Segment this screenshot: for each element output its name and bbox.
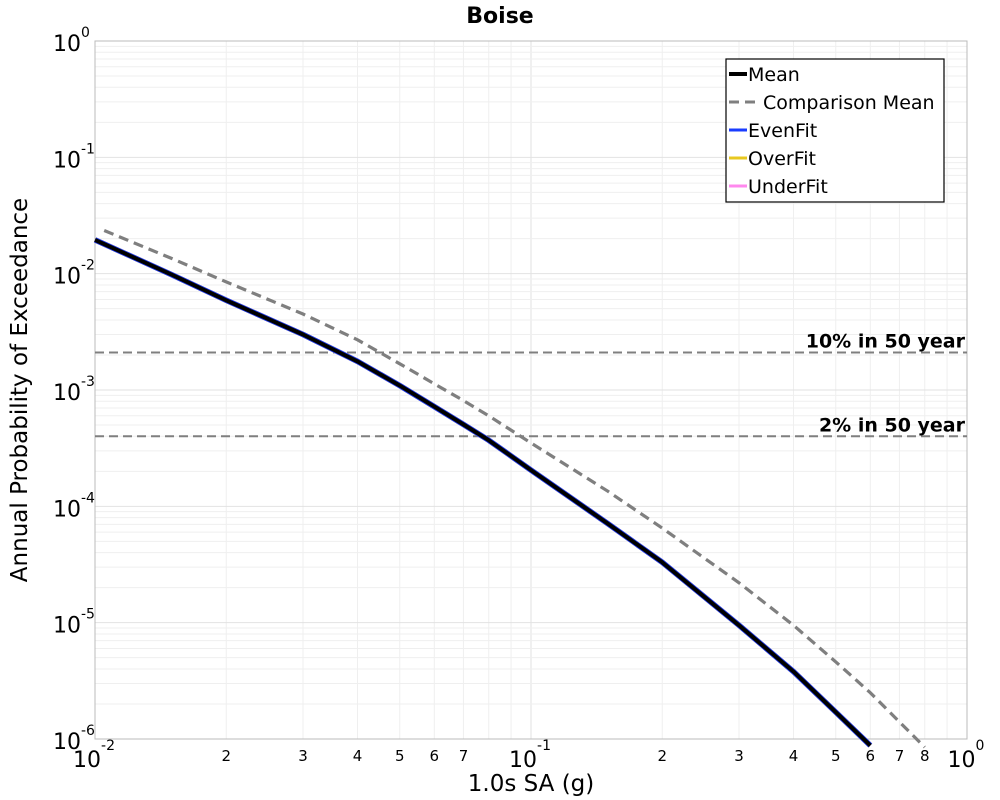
y-tick-label: 100	[53, 25, 90, 57]
y-axis-label: Annual Probability of Exceedance	[7, 198, 33, 582]
x-minor-tick-label: 6	[430, 747, 440, 765]
legend: Mean Comparison Mean EvenFit OverFit UnderFi…	[725, 58, 945, 203]
series-line-mean	[94, 238, 872, 747]
legend-box	[725, 58, 945, 203]
x-minor-tick-label: 3	[734, 747, 744, 765]
x-tick-label: 10-1	[509, 738, 551, 773]
y-tick-label: 10-4	[53, 490, 95, 522]
x-tick-label: 10-2	[73, 738, 115, 773]
x-tick-label: 100	[948, 738, 985, 773]
y-axis-ticks: 100 10-1 10-2 10-3 10-4 10-5 10-6	[53, 25, 95, 755]
x-minor-tick-label: 8	[920, 747, 930, 765]
series-lines	[93, 229, 926, 749]
x-minor-tick-label: 3	[298, 747, 308, 765]
y-tick-label: 10-5	[53, 607, 95, 639]
y-tick-label: 10-3	[53, 374, 95, 406]
series-line-comparison-mean	[103, 229, 926, 749]
series-line-overfit	[93, 237, 873, 748]
chart-title: Boise	[466, 4, 533, 29]
y-tick-label: 10-1	[53, 141, 95, 173]
series-line-evenfit	[93, 237, 873, 748]
x-minor-tick-label: 5	[395, 747, 405, 765]
x-minor-tick-label: 6	[866, 747, 876, 765]
legend-label: OverFit	[748, 148, 816, 170]
y-tick-label: 10-2	[53, 258, 95, 290]
reference-lines: 10% in 50 year 2% in 50 year	[95, 331, 967, 438]
x-minor-tick-label: 4	[789, 747, 799, 765]
series-line-underfit	[93, 237, 873, 748]
x-minor-tick-label: 5	[831, 747, 841, 765]
x-minor-tick-label: 7	[895, 747, 905, 765]
x-axis-label: 1.0s SA (g)	[468, 771, 595, 797]
x-minor-tick-label: 7	[459, 747, 469, 765]
y-tick-label: 10-6	[53, 723, 95, 755]
legend-label: UnderFit	[748, 176, 828, 198]
legend-label: Comparison Mean	[763, 92, 935, 114]
reference-line-label: 10% in 50 year	[806, 331, 966, 353]
plot-area-frame	[94, 40, 968, 740]
legend-label: Mean	[748, 64, 800, 86]
x-minor-tick-label: 4	[353, 747, 363, 765]
reference-line-label: 2% in 50 year	[819, 414, 966, 436]
x-minor-tick-label: 2	[221, 747, 231, 765]
x-minor-tick-label: 2	[657, 747, 667, 765]
legend-label: EvenFit	[748, 120, 817, 142]
